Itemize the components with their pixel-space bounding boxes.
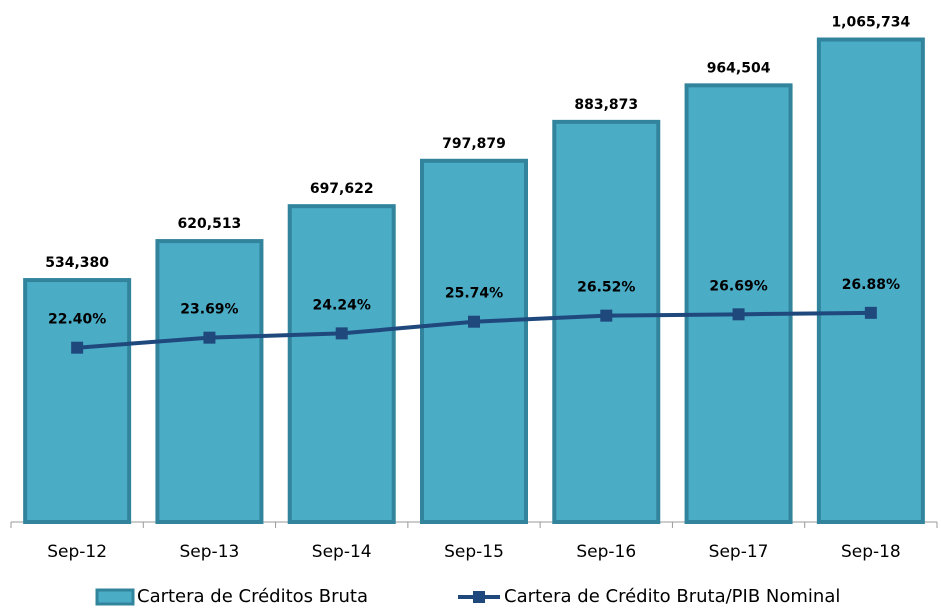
data-label: 26.52% — [577, 280, 635, 296]
legend-swatch — [95, 588, 135, 606]
x-tick-label: Sep-16 — [576, 542, 636, 562]
data-label: 23.69% — [180, 302, 238, 318]
data-label: 22.40% — [48, 312, 106, 328]
legend-marker — [473, 591, 485, 603]
data-label: 797,879 — [442, 136, 506, 152]
data-label: 24.24% — [313, 297, 371, 313]
data-label: 964,504 — [707, 60, 771, 76]
data-label: 25.74% — [445, 286, 503, 302]
line-marker — [71, 341, 84, 354]
bar — [816, 37, 925, 524]
data-label: 26.88% — [842, 277, 900, 293]
x-tick-label: Sep-15 — [444, 542, 504, 562]
x-tick-label: Sep-18 — [841, 542, 901, 562]
data-label: 697,622 — [310, 181, 374, 197]
bar — [287, 204, 396, 525]
line-marker — [600, 309, 613, 322]
data-label: 534,380 — [45, 255, 109, 271]
line-marker — [864, 306, 877, 319]
line-marker — [468, 315, 480, 328]
legend-label: Cartera de Crédito Bruta/PIB Nominal — [504, 586, 840, 607]
bar — [684, 83, 793, 524]
line-marker — [203, 331, 216, 344]
bar — [155, 239, 264, 524]
bar — [420, 158, 528, 524]
data-label: 883,873 — [574, 97, 638, 113]
bar — [552, 119, 661, 524]
x-tick-label: Sep-12 — [47, 542, 107, 562]
x-tick-label: Sep-14 — [312, 542, 372, 562]
data-label: 620,513 — [178, 216, 242, 232]
data-label: 1,065,734 — [831, 15, 910, 31]
line-marker — [335, 327, 348, 340]
legend-label: Cartera de Créditos Bruta — [137, 586, 368, 607]
line-marker — [732, 308, 745, 321]
data-label: 26.69% — [709, 278, 767, 294]
bar — [23, 278, 132, 524]
x-tick-label: Sep-17 — [709, 542, 769, 562]
x-tick-label: Sep-13 — [180, 542, 240, 562]
